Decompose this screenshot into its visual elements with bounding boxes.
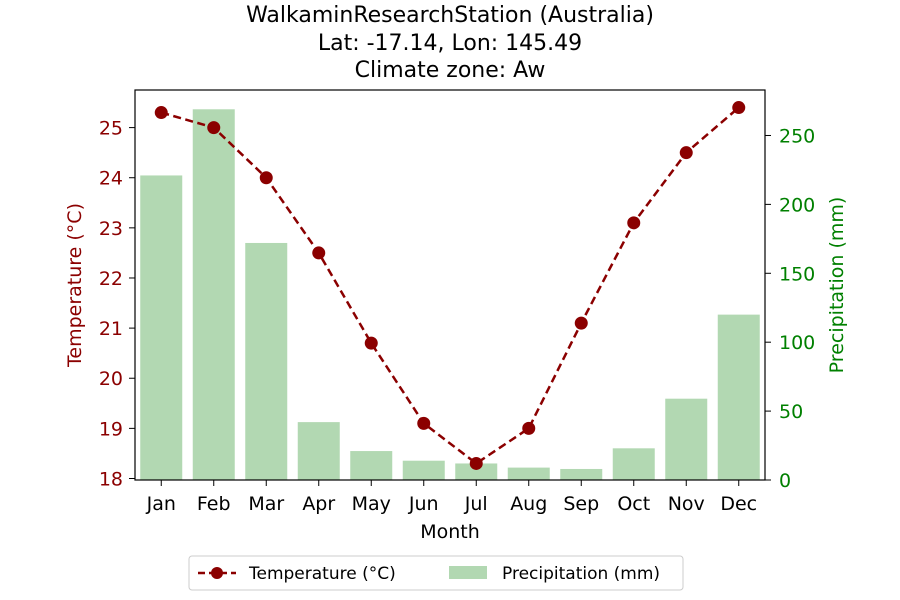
temperature-axis-ticks: 18 19 20 21 22 23 24 25 bbox=[99, 118, 135, 490]
x-tick-label: Sep bbox=[563, 493, 599, 515]
temperature-series bbox=[154, 101, 746, 470]
temperature-tick-label: 21 bbox=[99, 318, 123, 340]
precipitation-bar-aug bbox=[507, 467, 550, 480]
legend-precipitation-label: Precipitation (mm) bbox=[502, 564, 660, 584]
precipitation-bar-mar bbox=[245, 242, 288, 480]
temperature-tick-label: 22 bbox=[99, 268, 123, 290]
title-line-climate-zone: Climate zone: Aw bbox=[355, 58, 546, 83]
temperature-tick-label: 20 bbox=[99, 368, 123, 390]
temperature-tick-label: 24 bbox=[99, 168, 123, 190]
legend-temperature-label: Temperature (°C) bbox=[248, 564, 396, 584]
x-tick-label: Jun bbox=[408, 493, 439, 515]
legend-temperature-marker bbox=[211, 567, 223, 579]
x-tick-label: May bbox=[352, 493, 391, 515]
temperature-point-feb bbox=[207, 121, 221, 135]
temperature-point-mar bbox=[259, 171, 273, 185]
x-tick-label: Mar bbox=[248, 493, 284, 515]
precipitation-bars bbox=[140, 109, 760, 481]
temperature-point-oct bbox=[627, 216, 641, 230]
temperature-tick-label: 19 bbox=[99, 418, 123, 440]
precipitation-tick-label: 150 bbox=[779, 263, 815, 285]
temperature-tick-label: 23 bbox=[99, 218, 123, 240]
legend-box bbox=[188, 555, 684, 591]
x-axis-label: Month bbox=[420, 521, 480, 543]
precipitation-bar-sep bbox=[560, 468, 603, 480]
precipitation-bar-apr bbox=[297, 422, 340, 480]
precipitation-bar-oct bbox=[612, 448, 655, 480]
legend: Temperature (°C) Precipitation (mm) bbox=[188, 555, 684, 591]
plot-frame bbox=[134, 89, 766, 481]
temperature-tick-label: 25 bbox=[99, 118, 123, 140]
precipitation-bar-nov bbox=[665, 398, 708, 480]
precipitation-bar-jul bbox=[455, 463, 498, 480]
x-tick-label: Jan bbox=[146, 493, 176, 515]
temperature-point-nov bbox=[679, 146, 693, 160]
precipitation-bar-jan bbox=[140, 175, 183, 480]
temperature-point-jul bbox=[469, 456, 483, 470]
temperature-tick-label: 18 bbox=[99, 468, 123, 490]
precipitation-bar-jun bbox=[402, 460, 445, 480]
temperature-line bbox=[160, 106, 740, 465]
x-tick-label: Feb bbox=[197, 493, 231, 515]
x-tick-label: Oct bbox=[617, 493, 650, 515]
legend-precipitation-swatch bbox=[449, 566, 487, 579]
x-tick-label: Aug bbox=[510, 493, 547, 515]
temperature-point-dec bbox=[732, 101, 746, 115]
x-axis-ticks: Jan Feb Mar Apr May Jun Jul Aug Sep Oct Nov Dec bbox=[146, 480, 757, 515]
x-tick-label: Nov bbox=[668, 493, 705, 515]
precipitation-tick-label: 100 bbox=[779, 332, 815, 354]
temperature-axis-label: Temperature (°C) bbox=[64, 203, 86, 368]
precipitation-axis-ticks: 0 50 100 150 200 250 bbox=[765, 125, 815, 492]
precipitation-tick-label: 250 bbox=[779, 125, 815, 147]
x-tick-label: Dec bbox=[720, 493, 757, 515]
x-tick-label: Jul bbox=[464, 493, 488, 515]
title-line-coordinates: Lat: -17.14, Lon: 145.49 bbox=[318, 31, 582, 56]
precipitation-tick-label: 50 bbox=[779, 401, 803, 423]
temperature-point-jan bbox=[154, 106, 168, 120]
title-line-station: WalkaminResearchStation (Australia) bbox=[246, 3, 654, 28]
precipitation-bar-may bbox=[350, 451, 393, 480]
precipitation-axis-label: Precipitation (mm) bbox=[826, 197, 848, 374]
x-tick-label: Apr bbox=[302, 493, 335, 515]
precipitation-tick-label: 0 bbox=[779, 470, 791, 492]
precipitation-bar-dec bbox=[717, 314, 760, 480]
precipitation-bar-feb bbox=[192, 109, 235, 481]
precipitation-tick-label: 200 bbox=[779, 194, 815, 216]
chart-title: WalkaminResearchStation (Australia) Lat:… bbox=[246, 3, 654, 83]
temperature-point-jun bbox=[417, 416, 431, 430]
temperature-point-aug bbox=[522, 421, 536, 435]
temperature-point-sep bbox=[574, 316, 588, 330]
temperature-point-may bbox=[364, 336, 378, 350]
temperature-point-apr bbox=[312, 246, 326, 260]
